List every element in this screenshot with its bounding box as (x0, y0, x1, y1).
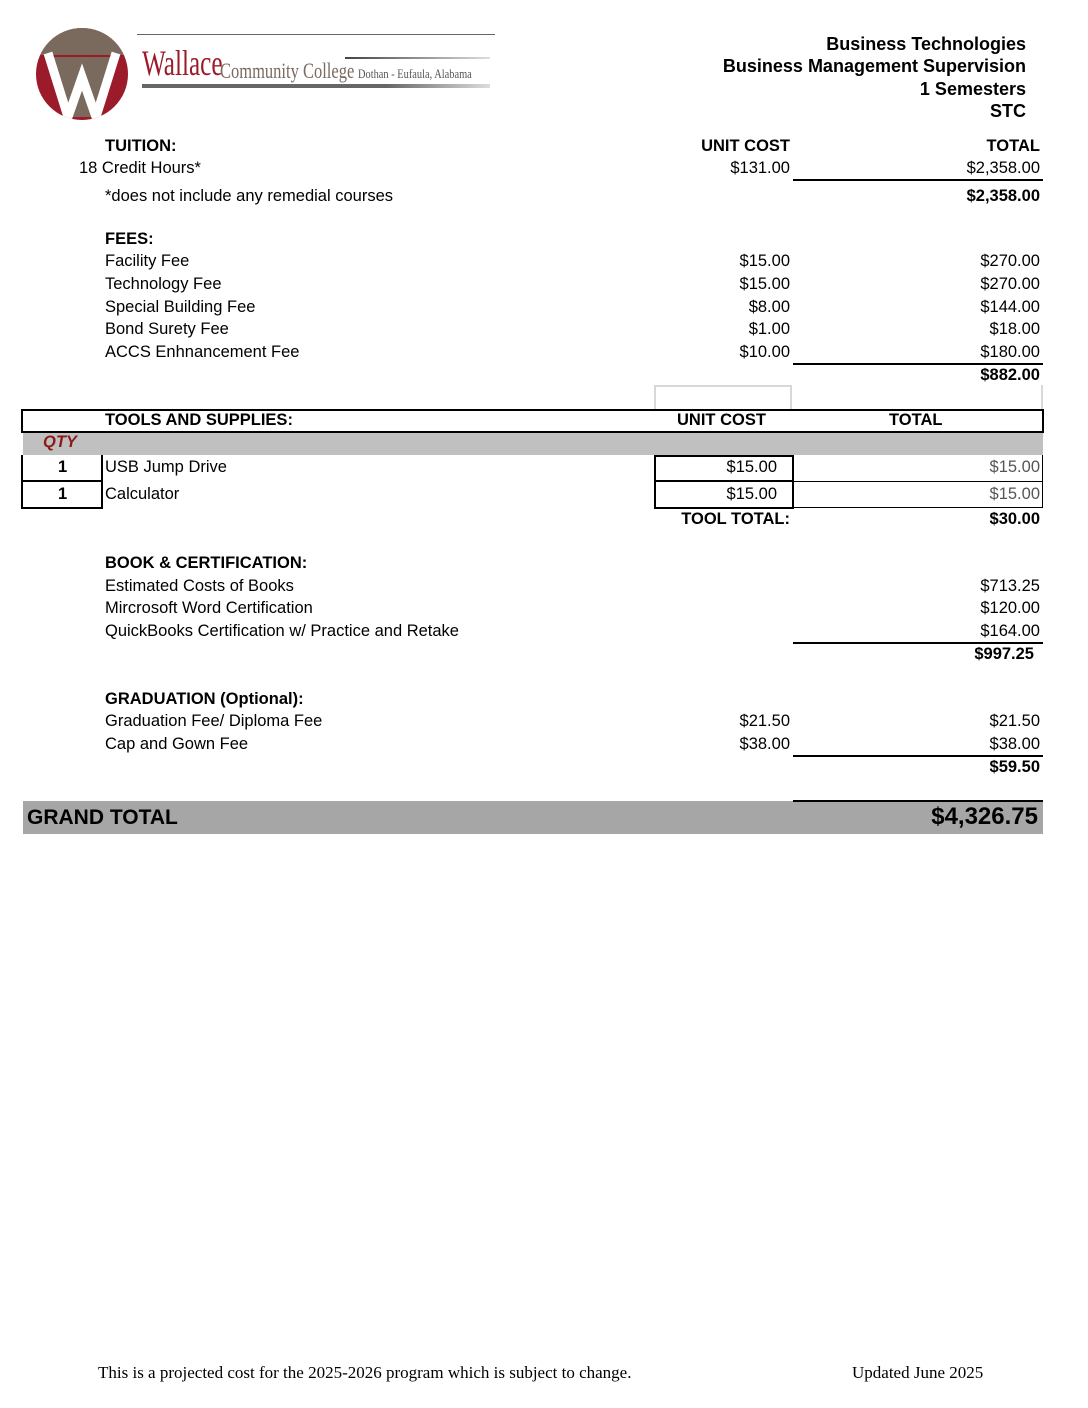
w-seal-icon (36, 28, 128, 120)
tool-total-label: TOOL TOTAL: (681, 510, 790, 528)
fee-total: $18.00 (989, 320, 1040, 338)
qty-header: QTY (43, 433, 77, 451)
tool-unit-cost: $15.00 (726, 458, 777, 476)
graduation-heading: GRADUATION (Optional): (105, 690, 304, 708)
book-total: $713.25 (980, 577, 1040, 595)
grand-total-value: $4,326.75 (931, 803, 1038, 830)
fees-heading: FEES: (105, 230, 154, 248)
tuition-note: *does not include any remedial courses (105, 187, 394, 205)
unit-cost-header: UNIT COST (701, 137, 790, 155)
logo-subname: Community College (220, 58, 355, 83)
divider (793, 800, 1043, 802)
book-label: QuickBooks Certification w/ Practice and… (105, 622, 459, 640)
fee-label: Facility Fee (105, 252, 190, 270)
books-heading: BOOK & CERTIFICATION: (105, 554, 308, 572)
fee-label: Special Building Fee (105, 298, 256, 316)
fee-total: $270.00 (980, 275, 1040, 293)
total-header: TOTAL (986, 137, 1040, 155)
tools-heading: TOOLS AND SUPPLIES: (105, 411, 293, 429)
tuition-item: 18 Credit Hours* (79, 159, 201, 177)
footer-note: This is a projected cost for the 2025-20… (98, 1363, 632, 1382)
fee-unit-cost: $15.00 (739, 275, 790, 293)
divider (793, 755, 1043, 757)
fee-unit-cost: $1.00 (748, 320, 790, 338)
tool-total-value: $30.00 (989, 510, 1040, 528)
fee-unit-cost: $8.00 (748, 298, 790, 316)
tool-unit-cost: $15.00 (726, 485, 777, 503)
fee-unit-cost: $10.00 (739, 343, 790, 361)
tuition-subtotal: $2,358.00 (966, 187, 1040, 205)
program-duration: 1 Semesters (919, 79, 1026, 99)
fee-total: $180.00 (980, 343, 1040, 361)
grand-total-label: GRAND TOTAL (27, 806, 178, 829)
tuition-unit-cost: $131.00 (730, 159, 790, 177)
divider (793, 179, 1043, 181)
tuition-heading: TUITION: (105, 137, 177, 155)
divider (793, 642, 1043, 644)
book-label: Mircrosoft Word Certification (105, 599, 313, 617)
grad-total: $38.00 (989, 735, 1040, 753)
grad-total: $21.50 (989, 712, 1040, 730)
fees-subtotal: $882.00 (980, 366, 1040, 384)
book-total: $164.00 (980, 622, 1040, 640)
tool-label: USB Jump Drive (105, 458, 227, 476)
tuition-total: $2,358.00 (966, 159, 1040, 177)
book-label: Estimated Costs of Books (105, 577, 294, 595)
tools-unit-cost-header: UNIT COST (677, 411, 766, 429)
graduation-subtotal: $59.50 (989, 758, 1040, 776)
grand-total-row (23, 801, 1043, 834)
divider (793, 363, 1043, 365)
program-name: Business Management Supervision (722, 56, 1026, 76)
tool-qty: 1 (58, 458, 68, 476)
grad-unit-cost: $21.50 (739, 712, 790, 730)
tool-total: $15.00 (989, 458, 1040, 476)
fee-unit-cost: $15.00 (739, 252, 790, 270)
fee-total: $270.00 (980, 252, 1040, 270)
fee-label: Technology Fee (105, 275, 222, 293)
tools-header-row (21, 409, 1044, 433)
footer-updated: Updated June 2025 (852, 1363, 984, 1382)
fee-label: ACCS Enhnancement Fee (105, 343, 300, 361)
grad-label: Graduation Fee/ Diploma Fee (105, 712, 323, 730)
program-dept: Business Technologies (826, 34, 1026, 54)
fee-total: $144.00 (980, 298, 1040, 316)
program-type: STC (990, 101, 1026, 121)
grad-unit-cost: $38.00 (739, 735, 790, 753)
grad-label: Cap and Gown Fee (105, 735, 249, 753)
fee-label: Bond Surety Fee (105, 320, 229, 338)
qty-header-row (23, 433, 1043, 455)
logo-location: Dothan - Eufaula, Alabama (358, 66, 472, 81)
tool-label: Calculator (105, 485, 180, 503)
books-subtotal: $997.25 (974, 645, 1034, 663)
tool-qty: 1 (58, 485, 68, 503)
tools-total-header: TOTAL (889, 411, 943, 429)
book-total: $120.00 (980, 599, 1040, 617)
logo-name: Wallace (142, 43, 223, 83)
tool-total: $15.00 (989, 485, 1040, 503)
